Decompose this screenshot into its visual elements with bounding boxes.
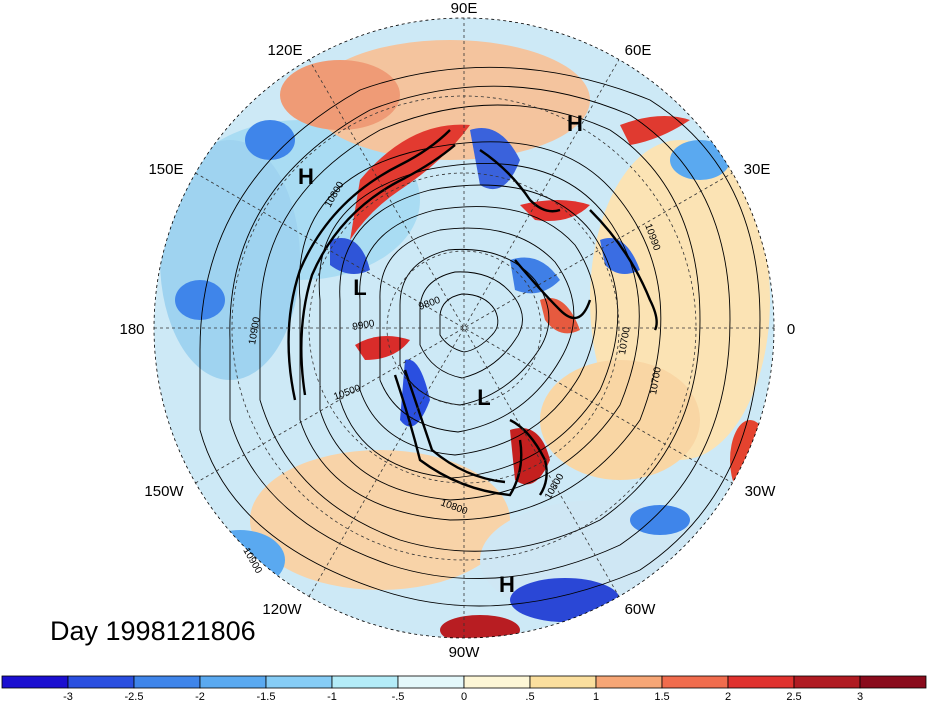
lon-label-90w: 90W xyxy=(449,644,481,661)
meridian-line xyxy=(195,172,733,484)
lon-label-60e: 60E xyxy=(625,42,652,59)
meridian-line xyxy=(195,172,733,484)
colorbar-swatch xyxy=(661,675,729,689)
date-title: Day 1998121806 xyxy=(50,616,256,646)
low-center-marker: L xyxy=(477,385,490,410)
contour-label: 9900 xyxy=(352,318,376,333)
colorbar-tick-label: -1.5 xyxy=(257,691,276,702)
high-center-marker: H xyxy=(298,164,314,189)
colorbar-tick-label: -3 xyxy=(63,691,73,702)
low-center-marker: L xyxy=(353,275,366,300)
colorbar-swatch xyxy=(397,675,465,689)
lon-label-150e: 150E xyxy=(148,161,183,178)
lon-label-60w: 60W xyxy=(625,601,657,618)
contour-label: 10700 xyxy=(648,366,664,396)
lon-label-120e: 120E xyxy=(267,42,302,59)
colorbar-swatch xyxy=(727,675,795,689)
meridian-line xyxy=(308,59,620,597)
lon-label-180: 180 xyxy=(119,321,144,338)
colorbar-labels: -3 -2.5 -2 -1.5 -1 -.5 0 .5 1 1.5 2 2.5 3 xyxy=(63,691,863,702)
lon-label-30e: 30E xyxy=(744,161,771,178)
graticule xyxy=(154,18,774,638)
lon-label-30w: 30W xyxy=(745,483,777,500)
colorbar-swatch xyxy=(331,675,399,689)
contour-label: 10900 xyxy=(247,316,263,346)
high-center-marker: H xyxy=(567,111,583,136)
colorbar-swatch xyxy=(133,675,201,689)
map-boundary xyxy=(153,17,775,639)
colorbar xyxy=(1,675,927,689)
colorbar-swatch xyxy=(463,675,531,689)
contour-label: 10700 xyxy=(617,326,633,356)
colorbar-tick-label: 0 xyxy=(461,691,467,702)
colorbar-swatch xyxy=(859,675,927,689)
lon-label-90e: 90E xyxy=(451,0,478,17)
anomaly-field xyxy=(154,18,774,638)
colorbar-swatch xyxy=(199,675,267,689)
colorbar-tick-label: 3 xyxy=(857,691,863,702)
colorbar-tick-label: .5 xyxy=(525,691,534,702)
colorbar-swatch xyxy=(793,675,861,689)
colorbar-tick-label: -1 xyxy=(327,691,337,702)
colorbar-tick-label: 1 xyxy=(593,691,599,702)
colorbar-tick-label: -.5 xyxy=(392,691,405,702)
height-contours xyxy=(199,66,761,607)
colorbar-swatch xyxy=(595,675,663,689)
high-center-marker: H xyxy=(499,572,515,597)
colorbar-tick-label: -2.5 xyxy=(125,691,144,702)
lon-label-0: 0 xyxy=(787,321,795,338)
colorbar-swatch xyxy=(265,675,333,689)
lon-label-150w: 150W xyxy=(144,483,184,500)
colorbar-tick-label: -2 xyxy=(195,691,205,702)
pressure-centers: H H L L H xyxy=(298,111,583,597)
colorbar-tick-label: 2.5 xyxy=(786,691,801,702)
colorbar-swatch xyxy=(67,675,135,689)
colorbar-swatch xyxy=(529,675,597,689)
meridian-line xyxy=(308,59,620,597)
lon-label-120w: 120W xyxy=(262,601,302,618)
colorbar-tick-label: 1.5 xyxy=(654,691,669,702)
longitude-labels: 90E 60E 30E 0 30W 60W 90W 120W 150W 180 … xyxy=(119,0,795,661)
colorbar-tick-label: 2 xyxy=(725,691,731,702)
colorbar-swatch xyxy=(1,675,69,689)
